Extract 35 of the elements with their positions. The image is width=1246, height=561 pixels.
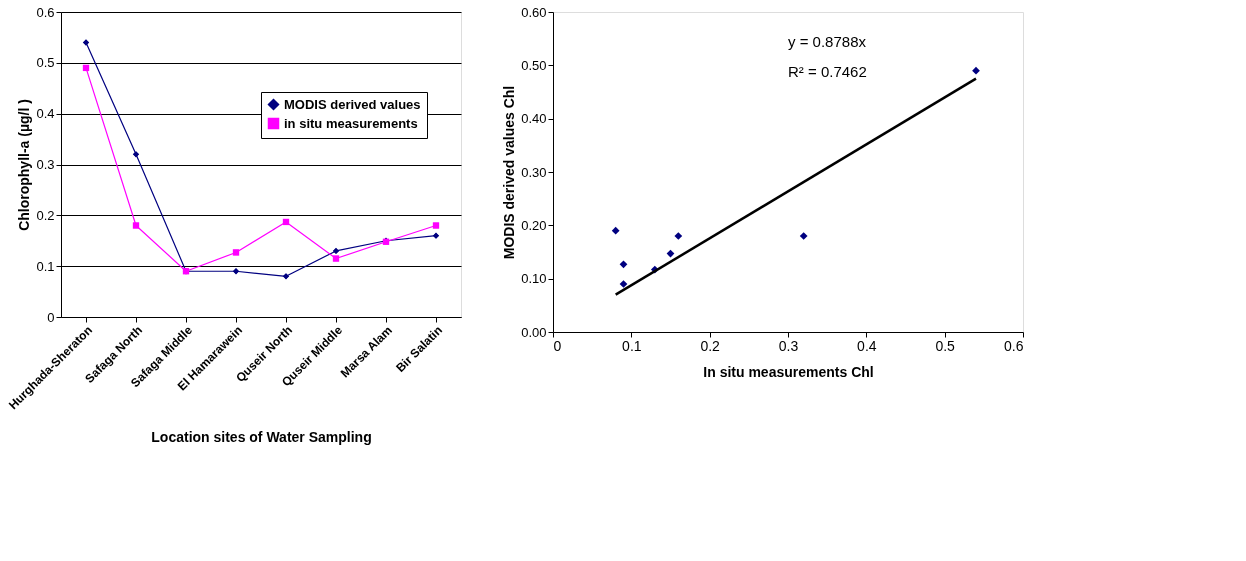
y-tick-label: 0.30 [521, 164, 547, 180]
y-tick-label: 0.2 [36, 207, 55, 223]
point [611, 226, 620, 235]
y-tick-label: 0.00 [521, 324, 547, 340]
y-tick-label: 0.5 [36, 55, 55, 71]
x-axis-title: Location sites of Water Sampling [151, 429, 372, 446]
x-axis-title: In situ measurements Chl [703, 363, 874, 380]
x-tick-label: 0.2 [700, 337, 721, 354]
y-tick-label: 0.60 [521, 4, 547, 20]
x-tick-label: 0.3 [778, 337, 799, 354]
y-tick-label: 0.20 [521, 217, 547, 233]
annotation: R² = 0.7462 [788, 63, 867, 80]
x-tick-label: 0.1 [622, 337, 642, 354]
point [619, 280, 628, 288]
y-tick-label: 0.3 [36, 157, 55, 172]
x-tick-label: 0 [553, 337, 562, 354]
annotation: y = 0.8788x [788, 33, 867, 50]
point [619, 260, 628, 269]
y-tick-label: 0.4 [36, 106, 55, 122]
x-tick-label: 0.6 [1004, 337, 1024, 354]
y-tick-label: 0.50 [521, 57, 547, 73]
point [972, 66, 980, 75]
x-tick-label: 0.5 [935, 337, 956, 354]
y-axis-title: Chlorophyll-a (µg/l ) [16, 99, 33, 231]
y-tick-label: 0.10 [521, 271, 547, 287]
y-axis-title: MODIS derived values Chl [501, 85, 518, 260]
point [799, 232, 808, 240]
legend-label: MODIS derived values [284, 96, 421, 112]
y-tick-label: 0.6 [36, 4, 55, 20]
y-tick-label: 0.1 [36, 258, 55, 274]
point [674, 232, 683, 240]
y-tick-label: 0.40 [521, 111, 547, 127]
legend-label: in situ measurements [284, 115, 418, 131]
x-tick-label: 0.4 [857, 337, 877, 354]
y-tick-label: 0 [47, 309, 55, 325]
